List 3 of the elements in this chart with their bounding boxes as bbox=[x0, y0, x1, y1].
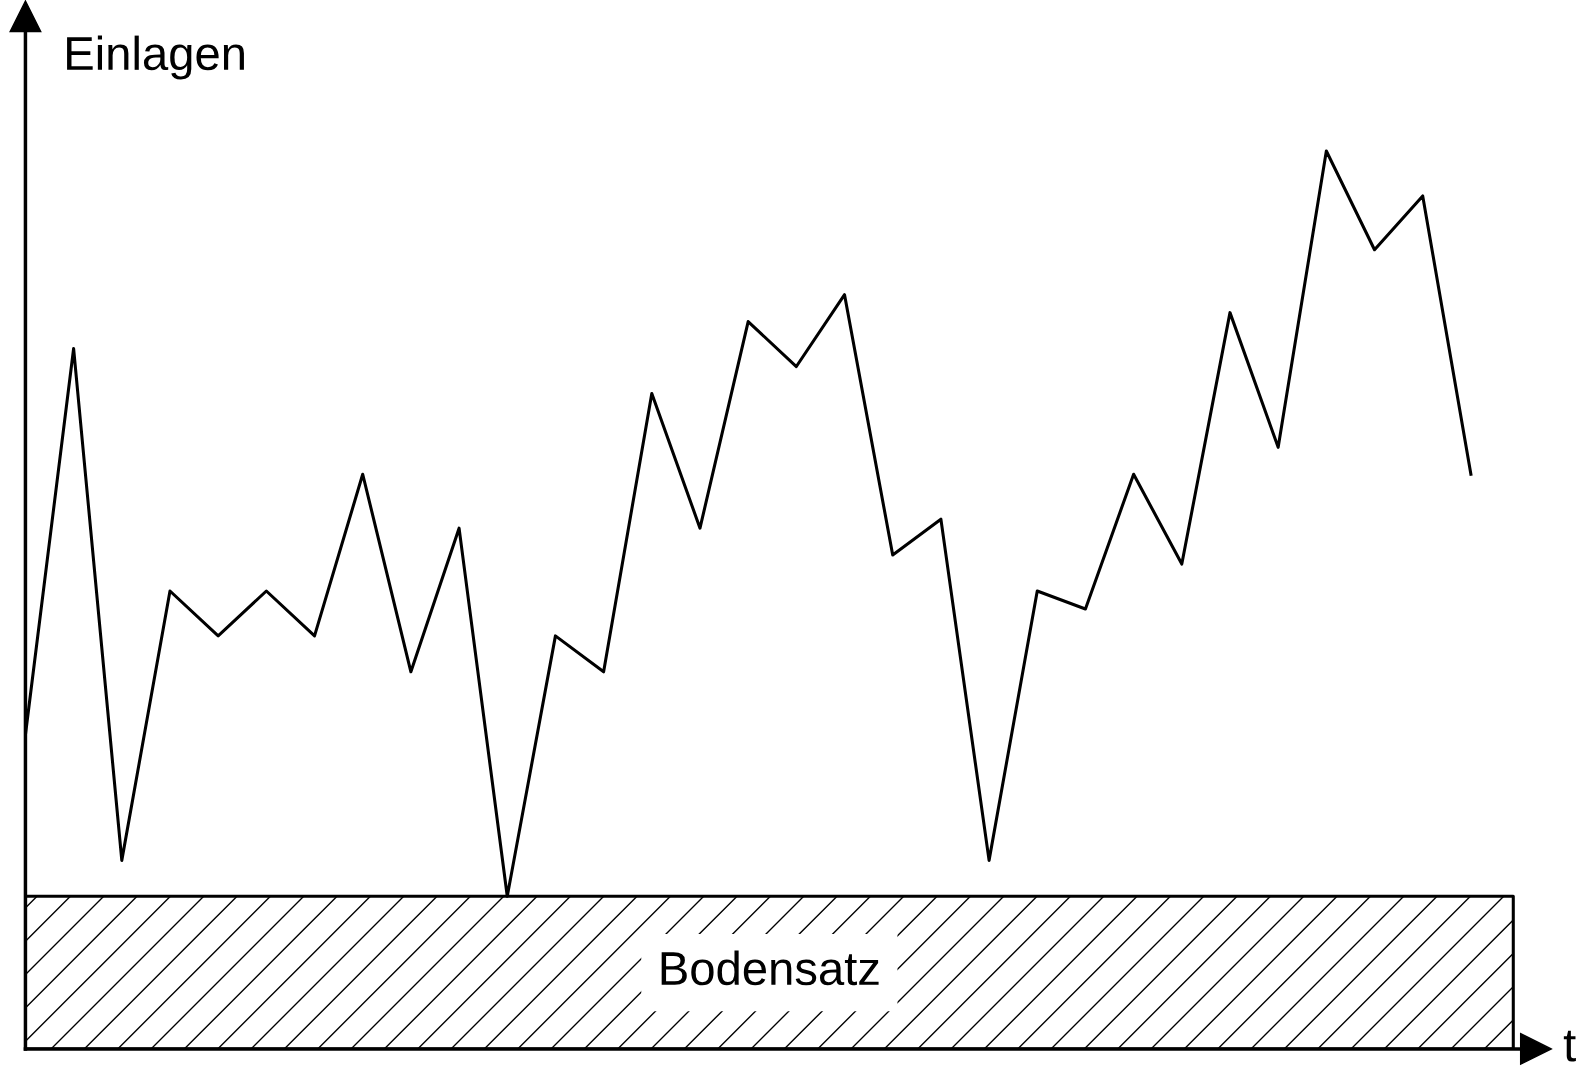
x-axis-title: t bbox=[1563, 1030, 1576, 1062]
y-axis-title: Einlagen bbox=[67, 35, 244, 80]
band-label: Bodensatz bbox=[661, 950, 879, 986]
